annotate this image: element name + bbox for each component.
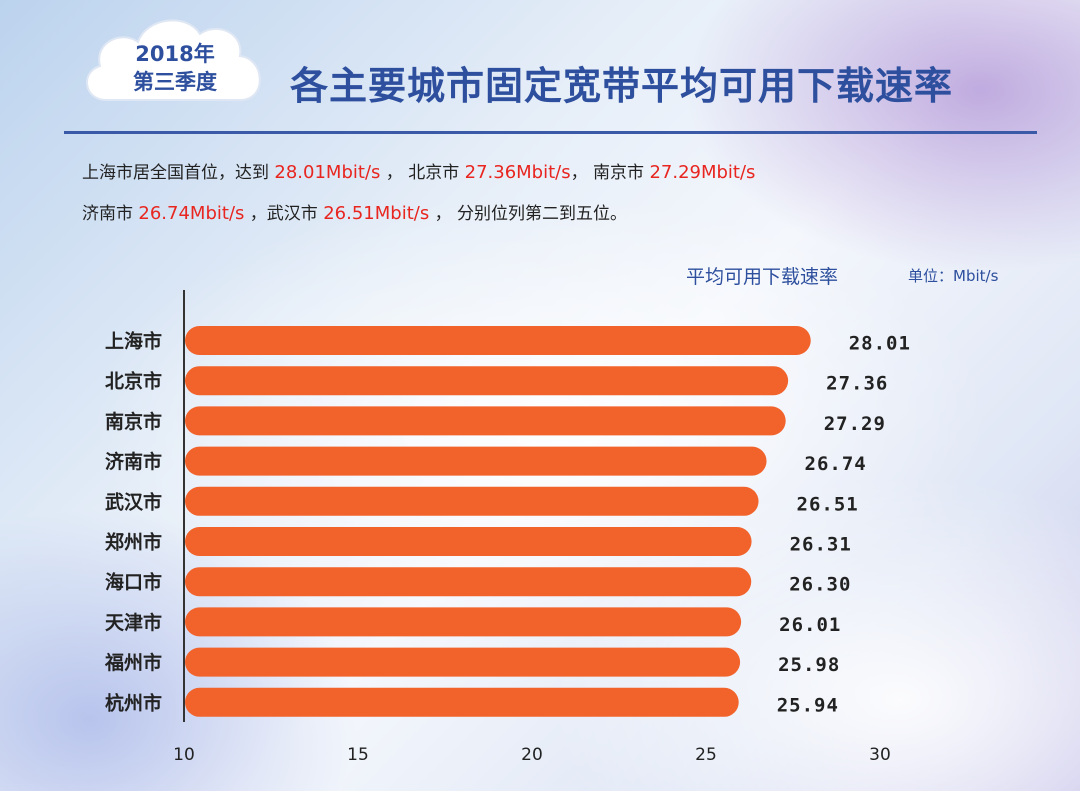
value-label: 27.29 [824,413,886,435]
value-label: 26.51 [797,493,859,515]
value-label: 27.36 [826,373,888,395]
summary-text: ， 分别位列第二到五位。 [429,204,628,224]
summary-highlight-value: 28.01Mbit/s [274,162,381,183]
value-label: 28.01 [849,333,911,355]
x-tick-label: 10 [173,745,195,765]
category-label: 济南市 [105,450,162,473]
chart-title: 平均可用下载速率 [686,266,839,288]
value-label: 25.98 [778,654,840,676]
value-label: 25.94 [777,694,839,716]
summary-text: 济南市 [82,204,139,224]
summary-text: ，武汉市 [244,204,324,224]
x-tick-label: 25 [695,745,717,765]
bar [185,366,789,396]
summary-text: 上海市居全国首位，达到 [82,163,275,183]
summary-line-2: 济南市 26.74Mbit/s ，武汉市 26.51Mbit/s ， 分别位列第… [82,199,627,224]
value-label: 26.30 [789,574,851,596]
value-label: 26.01 [779,614,841,636]
x-tick-label: 30 [869,745,891,765]
summary-line-1: 上海市居全国首位，达到 28.01Mbit/s ， 北京市 27.36Mbit/… [82,158,755,183]
category-label: 杭州市 [105,691,162,714]
category-label: 郑州市 [105,531,162,554]
summary-highlight-value: 27.29Mbit/s [649,162,756,183]
bar [185,647,741,677]
period-badge: 2018年 第三季度 [90,40,260,96]
category-label: 福州市 [104,651,162,674]
summary-text: ， 南京市 [570,163,650,183]
badge-year: 2018年 [135,42,215,66]
value-label: 26.31 [790,534,852,556]
category-label: 武汉市 [105,490,162,513]
title-divider [64,131,1037,134]
summary-text: ， 北京市 [380,163,465,183]
bar [185,567,752,597]
bar [185,446,767,476]
x-tick-label: 15 [347,745,369,765]
cloud-badge-icon [86,19,261,101]
page-title: 各主要城市固定宽带平均可用下载速率 [290,64,954,108]
category-label: 上海市 [105,330,162,353]
x-tick-label: 20 [521,745,543,765]
badge-quarter: 第三季度 [133,70,217,94]
bar [185,607,742,637]
chart-unit: 单位：Mbit/s [908,267,999,285]
summary-highlight-value: 26.74Mbit/s [138,203,245,224]
bar [185,326,811,355]
bar [185,486,759,516]
summary-highlight-value: 26.51Mbit/s [323,203,430,224]
category-label: 南京市 [105,410,162,433]
category-label: 天津市 [105,611,162,634]
bar [185,687,739,717]
summary-highlight-value: 27.36Mbit/s [464,162,571,183]
bar [185,406,786,436]
category-label: 北京市 [105,370,162,393]
category-label: 海口市 [105,571,162,594]
bar [185,527,752,556]
value-label: 26.74 [805,453,867,475]
